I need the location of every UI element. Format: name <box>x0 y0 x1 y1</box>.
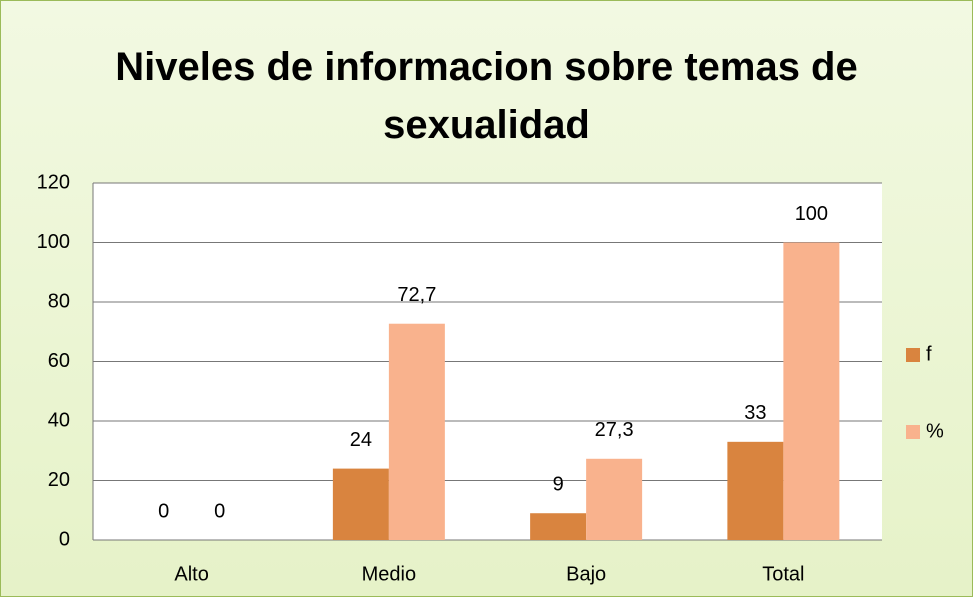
bar <box>388 323 445 540</box>
y-tick-label: 100 <box>37 231 70 253</box>
data-label: 0 <box>158 500 169 522</box>
data-label: 27,3 <box>595 419 634 441</box>
y-tick-label: 80 <box>48 290 70 312</box>
y-tick-label: 40 <box>48 409 70 431</box>
legend-swatch <box>906 425 920 439</box>
data-label: 9 <box>553 474 564 496</box>
legend-label: f <box>926 343 932 365</box>
data-label: 72,7 <box>397 284 436 306</box>
data-label: 0 <box>214 500 225 522</box>
bar <box>586 458 643 540</box>
y-tick-label: 120 <box>37 171 70 193</box>
x-tick-label: Medio <box>362 563 416 585</box>
legend-label: % <box>926 420 944 442</box>
bar <box>783 242 840 540</box>
chart-title: Niveles de informacion sobre temas de se… <box>115 45 858 147</box>
data-label: 24 <box>350 429 372 451</box>
data-label: 33 <box>744 402 766 424</box>
data-label: 100 <box>795 203 828 225</box>
legend-swatch <box>906 348 920 362</box>
x-tick-label: Alto <box>174 563 208 585</box>
y-tick-label: 0 <box>59 528 70 550</box>
bar <box>332 468 389 540</box>
y-tick-label: 20 <box>48 469 70 491</box>
bar <box>530 513 587 540</box>
bar <box>727 441 784 540</box>
x-tick-label: Total <box>762 563 804 585</box>
y-tick-label: 60 <box>48 350 70 372</box>
x-tick-label: Bajo <box>566 563 606 585</box>
